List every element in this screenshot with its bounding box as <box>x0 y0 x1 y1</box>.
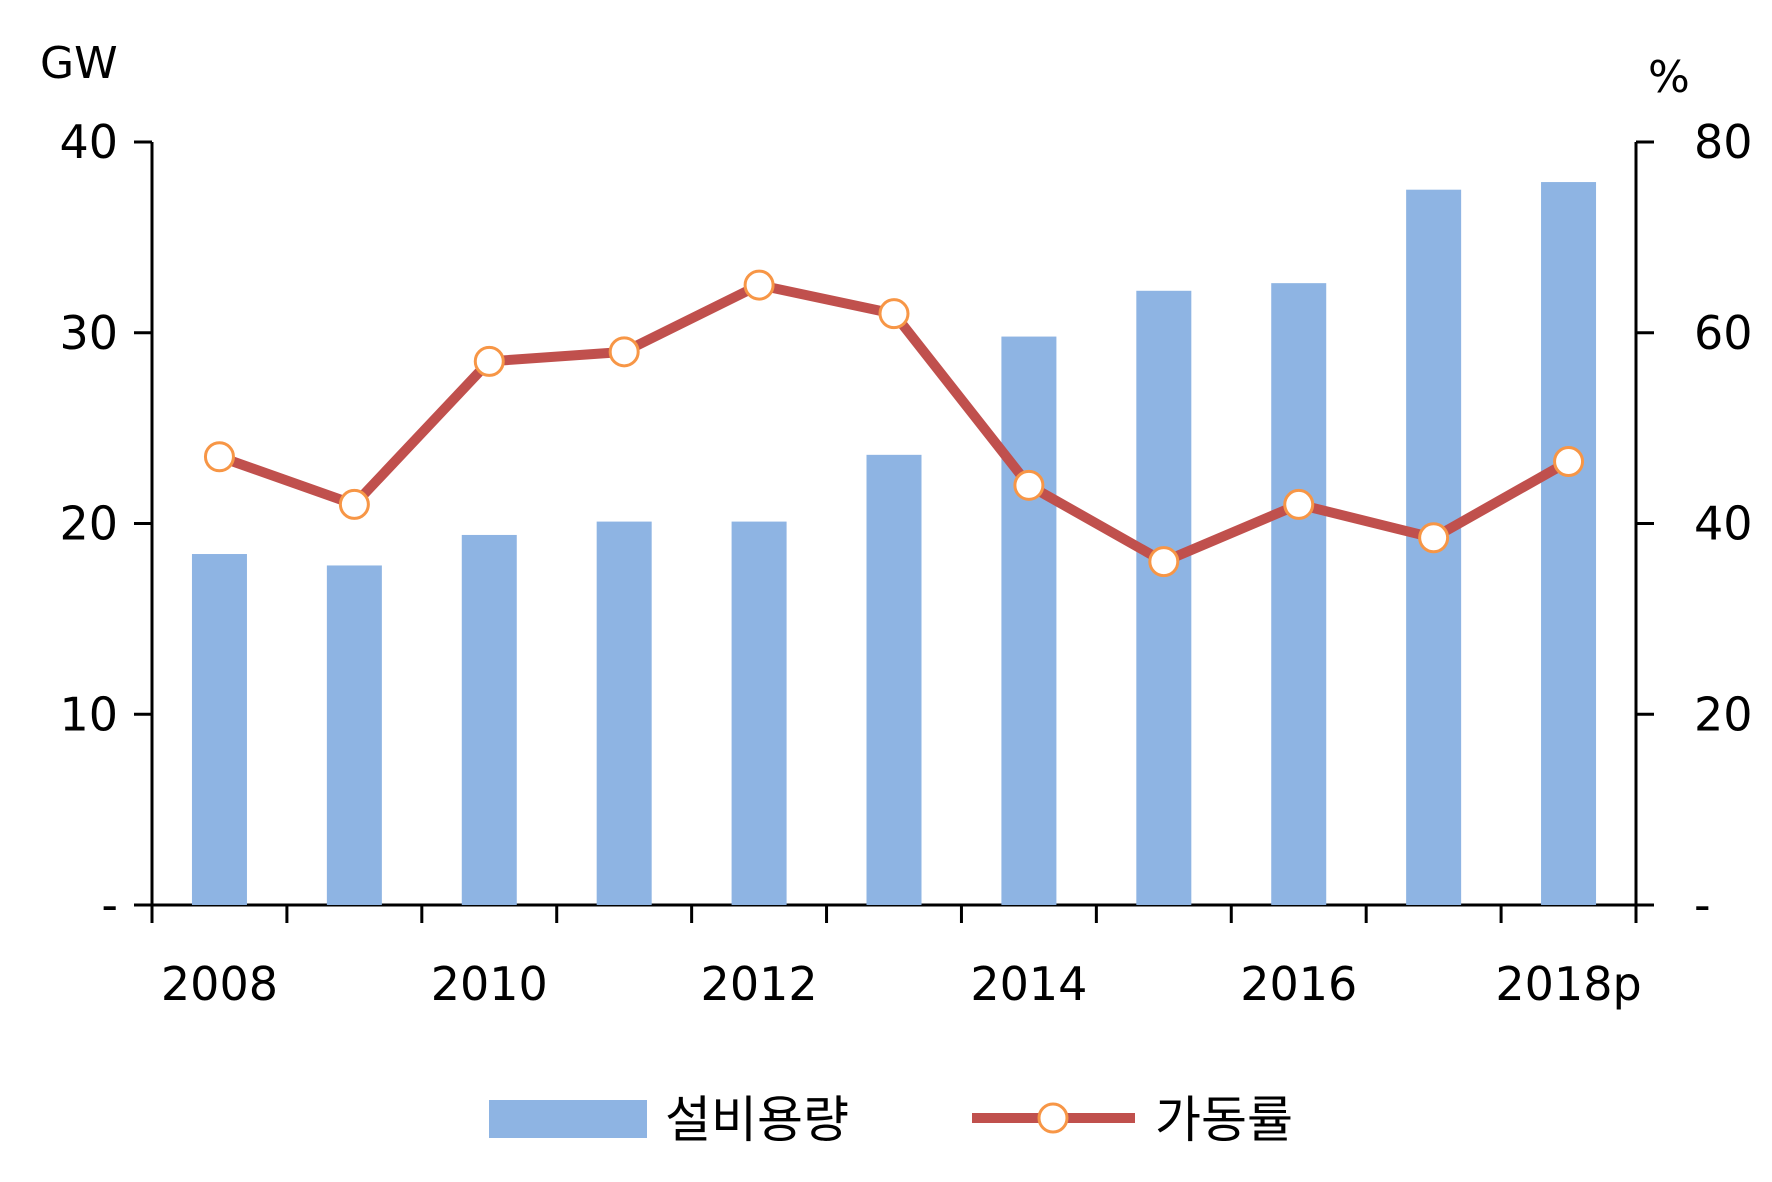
line-marker <box>1553 446 1585 478</box>
x-axis-tick-label: 2018p <box>1495 957 1641 1011</box>
axes: - 10 20 30 40 - 20 40 60 80 2008 2010 2012 2014 2016 20… <box>59 115 1752 1011</box>
right-axis-tick-label: 60 <box>1694 306 1753 360</box>
legend: 설비용량 가동률 <box>489 1091 1293 1149</box>
x-axis-tick-label: 2012 <box>701 957 818 1011</box>
bar <box>1136 290 1192 905</box>
bar-series <box>191 182 1597 905</box>
bar <box>191 554 247 905</box>
bar <box>1541 182 1597 905</box>
x-axis-tick-label: 2016 <box>1240 957 1357 1011</box>
right-axis-tick-label: 40 <box>1694 497 1753 551</box>
left-axis-tick-label: 20 <box>59 497 118 551</box>
bar <box>461 534 517 905</box>
left-axis-unit: GW <box>40 38 118 89</box>
right-axis-tick-label: 20 <box>1694 687 1753 741</box>
right-axis-unit: % <box>1648 52 1690 103</box>
line-marker <box>743 269 775 301</box>
line-marker <box>878 298 910 330</box>
line-marker <box>1013 469 1045 501</box>
legend-label-bar: 설비용량 <box>665 1091 849 1149</box>
line-marker <box>1418 522 1450 554</box>
line-marker <box>1283 488 1315 520</box>
x-axis-tick-label: 2014 <box>970 957 1087 1011</box>
legend-swatch-marker <box>1037 1102 1069 1134</box>
left-axis-tick-label: - <box>101 878 118 932</box>
x-axis-tick-label: 2008 <box>161 957 278 1011</box>
right-axis-tick-label: - <box>1694 878 1711 932</box>
left-axis-tick-label: 40 <box>59 115 118 169</box>
bar <box>1001 336 1057 905</box>
line-marker <box>338 488 370 520</box>
line-series <box>203 269 1585 578</box>
line-marker <box>1148 546 1180 578</box>
bar <box>866 454 922 905</box>
bar <box>731 521 787 905</box>
line-marker <box>203 441 235 473</box>
legend-swatch-bar <box>489 1100 647 1138</box>
line-marker <box>473 345 505 377</box>
legend-label-line: 가동률 <box>1155 1091 1293 1149</box>
bar <box>1271 283 1327 905</box>
x-axis-tick-label: 2010 <box>431 957 548 1011</box>
right-axis-tick-label: 80 <box>1694 115 1753 169</box>
bar <box>326 565 382 905</box>
left-axis-tick-label: 30 <box>59 306 118 360</box>
line-marker <box>608 336 640 368</box>
left-axis-tick-label: 10 <box>59 687 118 741</box>
bar <box>596 521 652 905</box>
